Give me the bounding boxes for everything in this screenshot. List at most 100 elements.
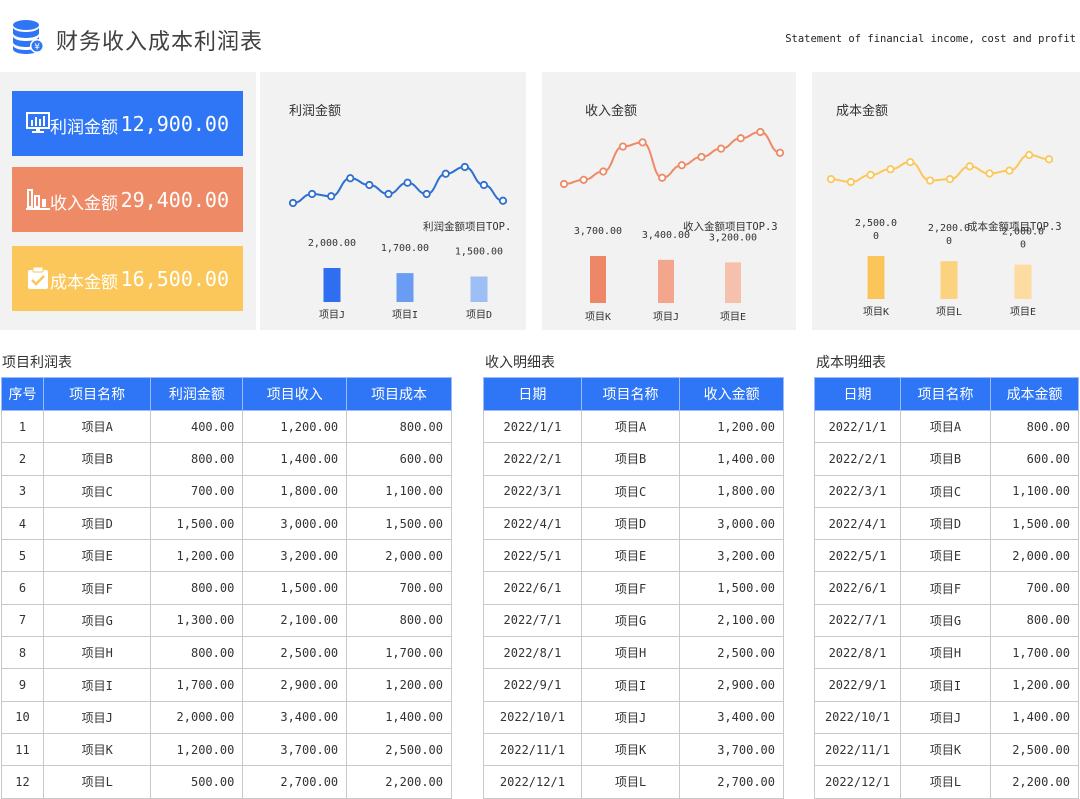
- table-cell: 项目A: [42, 409, 152, 444]
- bar-category-label: 项目J: [319, 309, 345, 321]
- column-header[interactable]: 项目名称: [899, 377, 992, 411]
- table-row: 2022/12/1 项目L 2,700.00: [483, 765, 784, 799]
- table-row: 8 项目H 800.00 2,500.00 1,700.00: [1, 636, 452, 670]
- table-row: 2022/6/1 项目F 1,500.00: [483, 571, 784, 605]
- table-cell: 3,200.00: [242, 539, 348, 573]
- table-cell: 12: [1, 765, 44, 799]
- data-point: [736, 134, 745, 143]
- table-row: 2022/7/1 项目G 800.00: [814, 603, 1079, 638]
- table-row: 2022/8/1 项目H 2,500.00: [483, 636, 784, 670]
- column-header[interactable]: 利润金额: [150, 377, 244, 411]
- table-cell: 项目H: [580, 636, 681, 670]
- table-cell: 800.00: [150, 442, 244, 476]
- table-cell: 1,100.00: [346, 474, 452, 508]
- income-chart: 收入金额项目TOP.3 项目K 3,700.00 项目J 3,400.00 项目E 3,20…: [559, 127, 785, 323]
- bar-value-label: 0: [873, 231, 879, 242]
- table-cell: 项目J: [42, 700, 152, 734]
- table-row: 1 项目A 400.00 1,200.00 800.00: [1, 409, 452, 444]
- table-cell: 1,400.00: [990, 700, 1079, 734]
- table-cell: 项目J: [580, 700, 681, 734]
- table-row: 2022/9/1 项目I 1,200.00: [814, 668, 1079, 702]
- table-cell: 1,200.00: [150, 732, 244, 767]
- table-cell: 1,500.00: [242, 571, 348, 605]
- table-cell: 2022/10/1: [814, 700, 901, 734]
- table-cell: 2,000.00: [150, 700, 244, 734]
- table-cell: 9: [1, 668, 44, 702]
- income-table: 日期 项目名称 收入金额 2022/1/1 项目A 1,200.00 2022/2/1 项目…: [483, 377, 784, 799]
- column-header[interactable]: 项目名称: [42, 377, 152, 411]
- kpi-cost: 成本金额 16,500.00: [12, 246, 243, 311]
- bar-category-label: 项目I: [392, 309, 418, 321]
- column-header[interactable]: 项目成本: [346, 377, 452, 411]
- column-header[interactable]: 收入金额: [679, 377, 784, 411]
- top3-bar: [725, 262, 741, 303]
- column-header[interactable]: 成本金额: [990, 377, 1079, 411]
- data-point: [346, 174, 355, 183]
- kpi-income: 收入金额 29,400.00: [12, 167, 243, 232]
- data-point: [479, 180, 489, 190]
- bar-category-label: 项目J: [653, 311, 679, 323]
- table-cell: 项目C: [899, 474, 992, 508]
- profit-table-header: 序号 项目名称 利润金额 项目收入 项目成本: [1, 377, 452, 411]
- page-title: 财务收入成本利润表: [56, 30, 264, 55]
- income-chart-panel: 收入金额 收入金额项目TOP.3 项目K 3,700.00 项目J 3,400.00 项目…: [542, 72, 796, 330]
- table-cell: 2,000.00: [346, 539, 452, 573]
- table-cell: 2022/8/1: [483, 636, 582, 670]
- data-point: [365, 180, 374, 190]
- bar-value-label: 3,400.00: [642, 230, 690, 241]
- top3-bar: [396, 273, 414, 302]
- kpi-income-value: 29,400.00: [120, 188, 229, 212]
- table-cell: 3,700.00: [679, 732, 784, 767]
- bar-value-label: 2,000.00: [308, 238, 356, 249]
- data-point: [288, 198, 298, 208]
- table-cell: 1,200.00: [242, 409, 348, 444]
- bar-value-label: 1,500.00: [455, 247, 503, 258]
- data-point: [403, 178, 412, 187]
- table-cell: 2,500.00: [346, 732, 452, 767]
- column-header[interactable]: 序号: [1, 377, 44, 411]
- bar-value-label: 2,000.0: [1002, 227, 1044, 238]
- profit-chart-title: 利润金额: [289, 104, 342, 119]
- table-row: 2022/8/1 项目H 1,700.00: [814, 636, 1079, 670]
- table-cell: 2,200.00: [346, 765, 452, 799]
- table-cell: 1,200.00: [679, 409, 784, 444]
- table-row: 9 项目I 1,700.00 2,900.00 1,200.00: [1, 668, 452, 702]
- table-cell: 400.00: [150, 409, 244, 444]
- table-row: 2022/5/1 项目E 3,200.00: [483, 539, 784, 573]
- income-table-title: 收入明细表: [485, 355, 555, 371]
- column-header[interactable]: 日期: [483, 377, 582, 411]
- bar-value-label: 3,200.00: [709, 232, 757, 243]
- kpi-income-label: 收入金额: [50, 194, 118, 214]
- column-header[interactable]: 项目名称: [580, 377, 681, 411]
- table-cell: 1,800.00: [679, 474, 784, 508]
- table-cell: 3,400.00: [242, 700, 348, 734]
- column-header[interactable]: 项目收入: [242, 377, 348, 411]
- table-cell: 800.00: [346, 603, 452, 638]
- table-cell: 项目A: [899, 409, 992, 444]
- table-cell: 8: [1, 636, 44, 670]
- top3-bar: [470, 276, 488, 302]
- table-cell: 1,500.00: [150, 506, 244, 541]
- table-row: 2022/11/1 项目K 3,700.00: [483, 732, 784, 767]
- data-point: [327, 192, 336, 201]
- cost-table-header: 日期 项目名称 成本金额: [814, 377, 1079, 411]
- table-cell: 10: [1, 700, 44, 734]
- bar-chart-icon: [26, 189, 50, 210]
- table-cell: 2022/4/1: [483, 506, 582, 541]
- bar-value-label: 0: [946, 236, 952, 247]
- data-point: [965, 162, 974, 171]
- table-row: 2022/5/1 项目E 2,000.00: [814, 539, 1079, 573]
- table-cell: 项目F: [42, 571, 152, 605]
- top3-bar: [590, 256, 606, 303]
- table-cell: 2022/8/1: [814, 636, 901, 670]
- table-cell: 2022/1/1: [483, 409, 582, 444]
- table-cell: 2022/6/1: [483, 571, 582, 605]
- table-cell: 600.00: [990, 442, 1079, 476]
- table-cell: 1,500.00: [679, 571, 784, 605]
- table-cell: 2022/1/1: [814, 409, 901, 444]
- table-cell: 2022/5/1: [814, 539, 901, 573]
- kpi-cost-label: 成本金额: [50, 273, 118, 293]
- column-header[interactable]: 日期: [814, 377, 901, 411]
- table-cell: 6: [1, 571, 44, 605]
- table-cell: 800.00: [346, 409, 452, 444]
